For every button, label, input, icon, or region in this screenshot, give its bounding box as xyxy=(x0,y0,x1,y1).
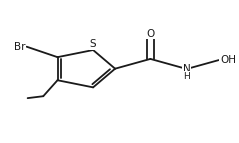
Text: OH: OH xyxy=(220,55,236,65)
Text: Br: Br xyxy=(14,42,26,52)
Text: O: O xyxy=(146,29,154,39)
Text: N: N xyxy=(183,64,190,74)
Text: S: S xyxy=(90,39,96,49)
Text: H: H xyxy=(183,72,190,81)
